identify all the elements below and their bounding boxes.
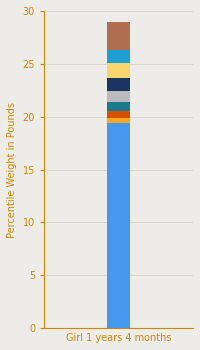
- Bar: [107, 21, 130, 50]
- Y-axis label: Percentile Weight in Pounds: Percentile Weight in Pounds: [7, 102, 17, 238]
- Bar: [107, 63, 130, 78]
- Bar: [107, 91, 130, 102]
- Bar: [107, 118, 130, 123]
- Bar: [107, 78, 130, 91]
- Bar: [107, 102, 130, 111]
- Bar: [107, 50, 130, 63]
- Bar: [107, 123, 130, 328]
- Bar: [107, 111, 130, 118]
